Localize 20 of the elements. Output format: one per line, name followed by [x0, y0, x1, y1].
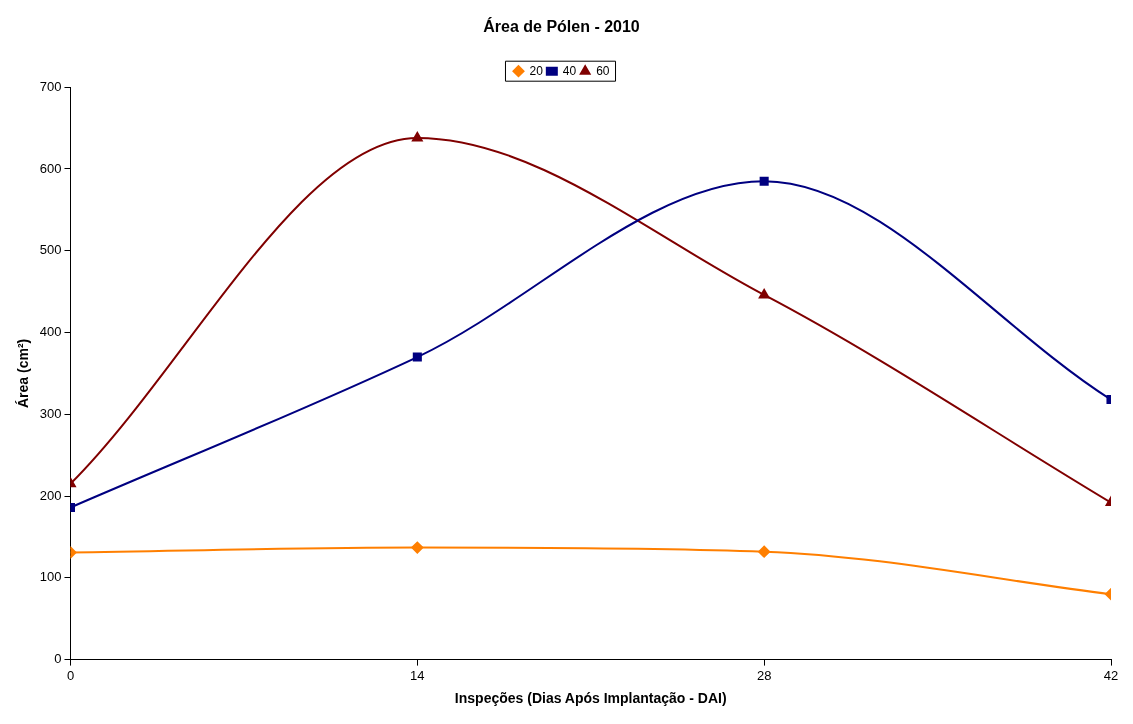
x-tick-label: 42: [1103, 667, 1119, 683]
legend-label: 20: [529, 63, 544, 78]
x-tick-label: 14: [410, 667, 425, 683]
x-axis-title: Inspeções (Dias Após Implantação - DAI): [454, 690, 727, 707]
y-tick-label: 700: [39, 78, 62, 94]
y-tick-label: 100: [39, 569, 62, 585]
x-tick-label: 28: [756, 667, 772, 683]
y-tick-label: 300: [39, 405, 62, 421]
y-tick-label: 600: [39, 160, 62, 176]
y-tick-label: 200: [39, 487, 62, 503]
y-tick-label: 500: [39, 242, 62, 258]
legend-label: 60: [596, 63, 610, 78]
x-tick-label: 0: [66, 667, 75, 683]
point: [759, 176, 769, 186]
y-axis-title: Área (cm²): [15, 338, 32, 409]
chart-title: Área de Pólen - 2010: [483, 17, 640, 36]
y-tick-label: 400: [39, 324, 62, 340]
y-tick-label: 0: [54, 651, 62, 667]
point: [412, 352, 422, 362]
legend-label: 40: [562, 63, 577, 78]
